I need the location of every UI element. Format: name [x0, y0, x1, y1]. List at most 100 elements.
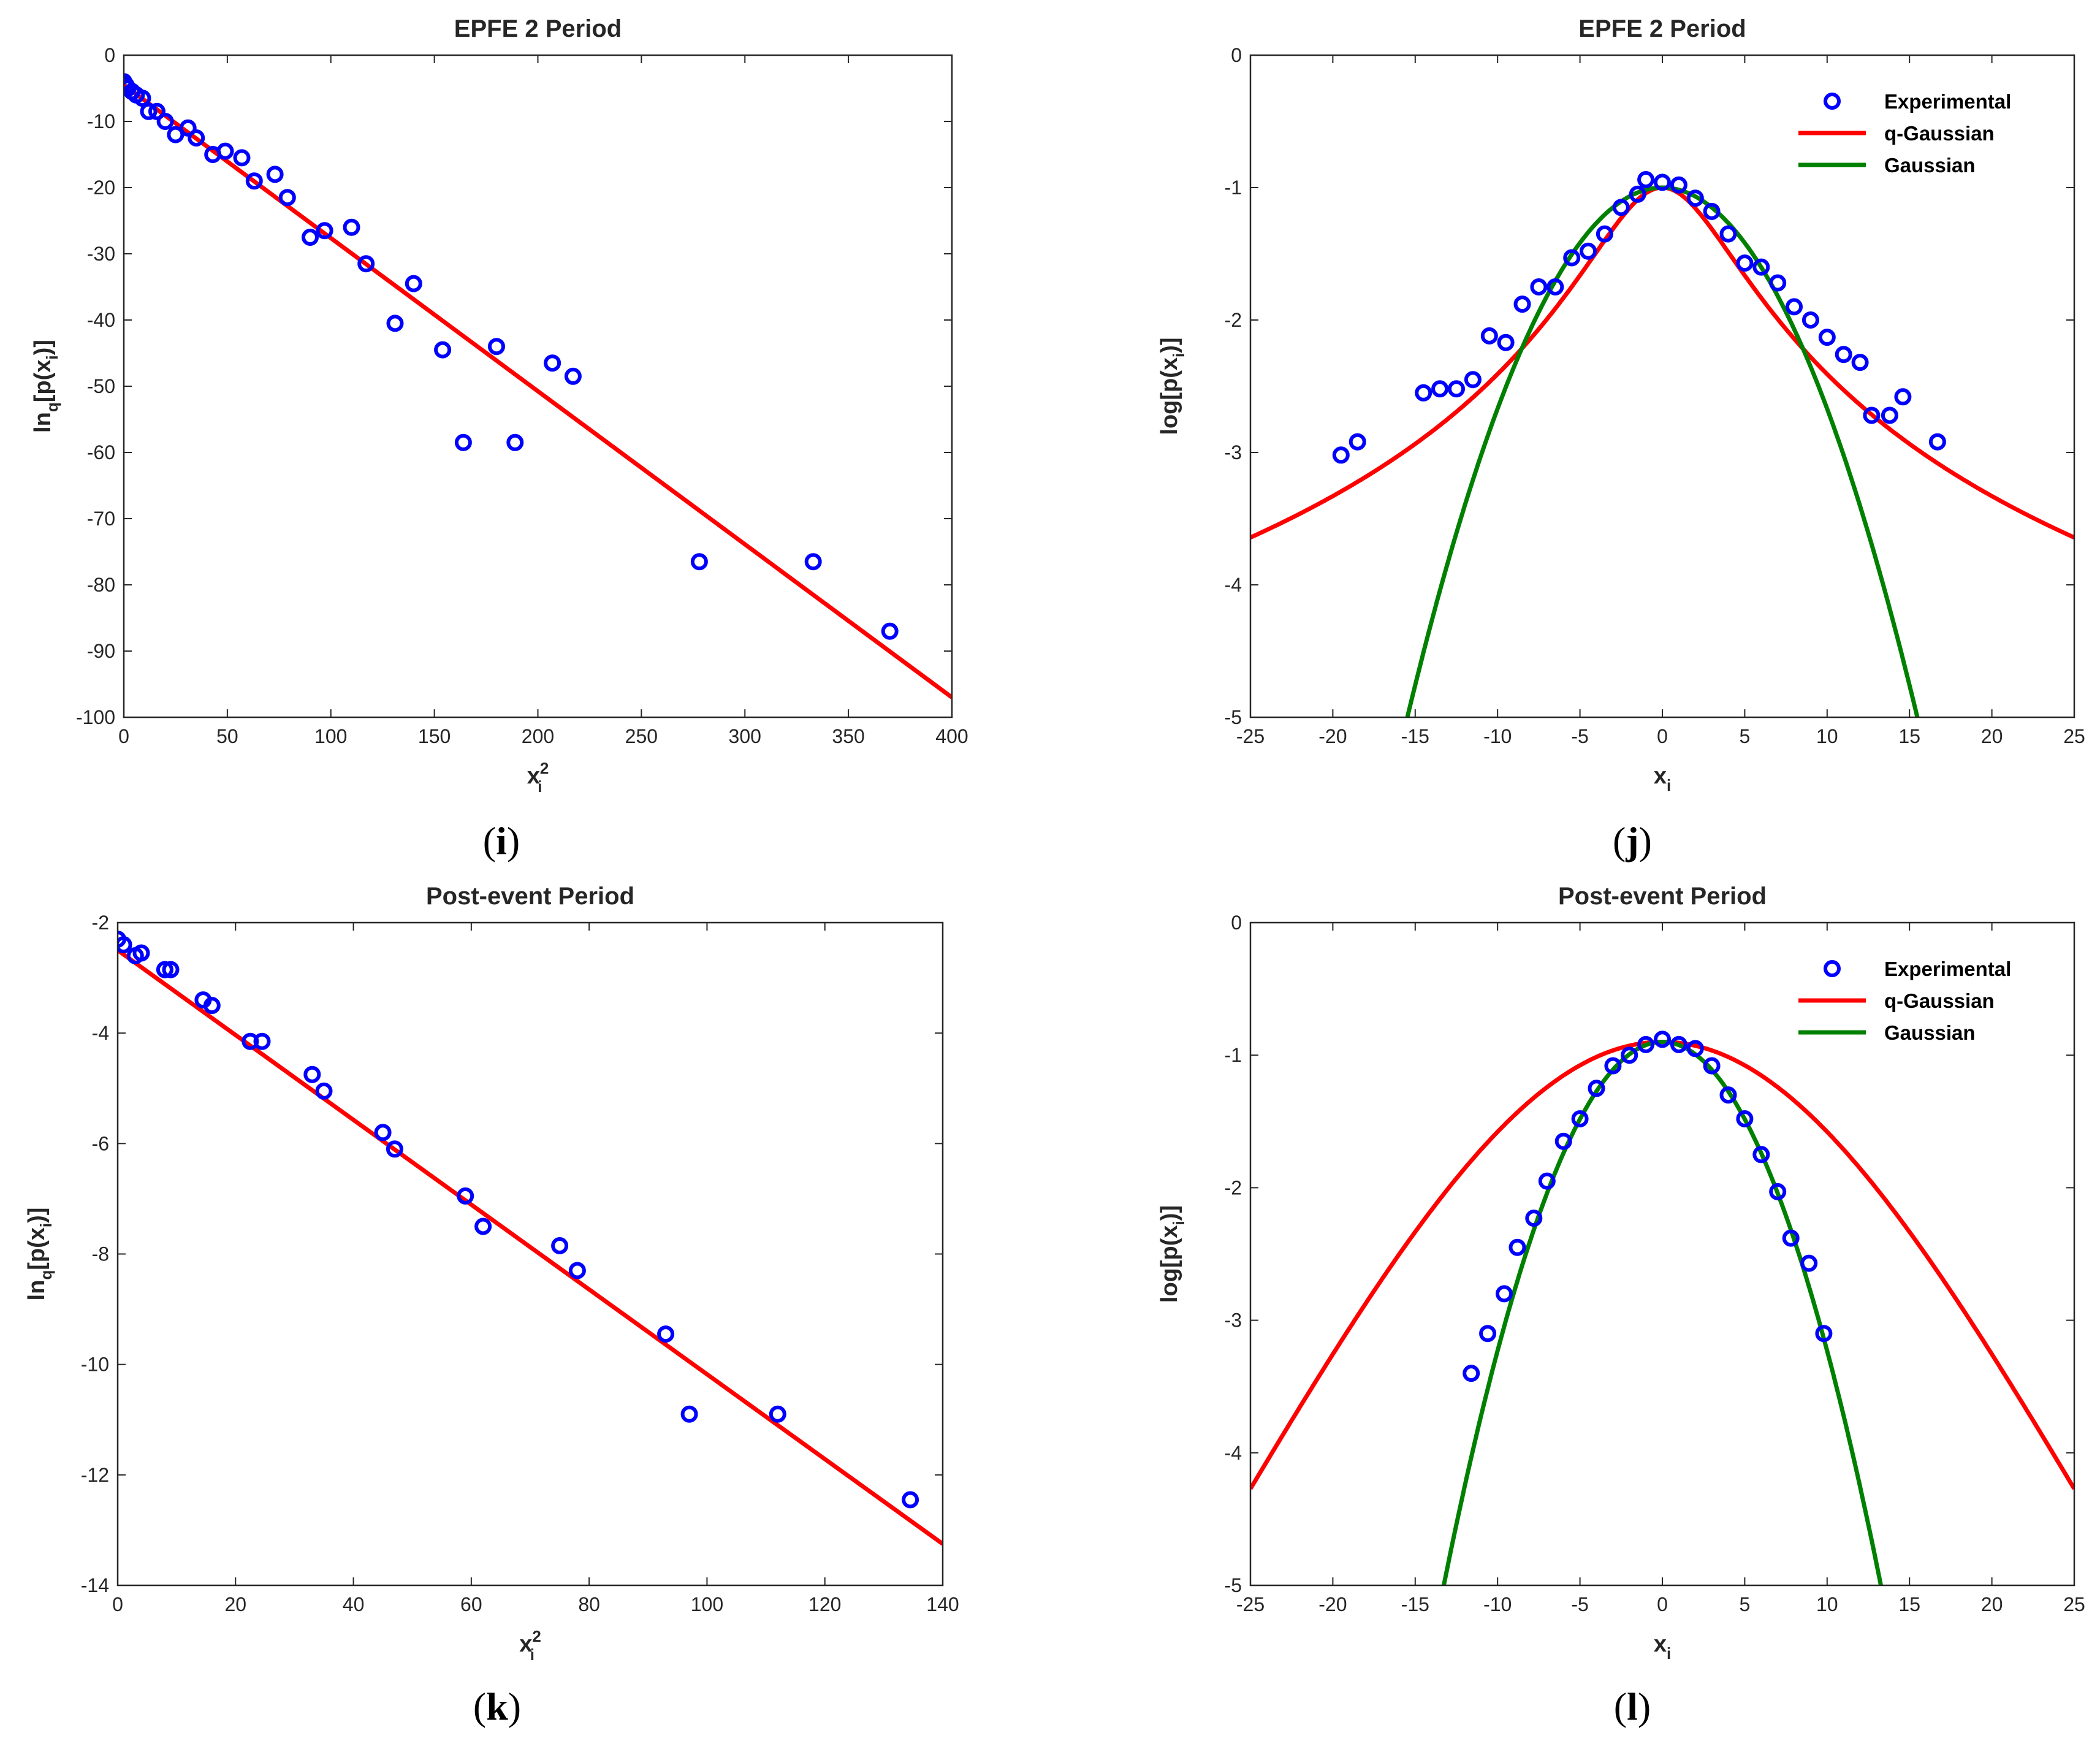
data-point	[1637, 171, 1655, 188]
x-tick-label: 120	[808, 1593, 841, 1615]
data-point	[564, 367, 582, 385]
y-tick-label: -5	[1225, 706, 1242, 728]
panel-l-experimental-markers	[1463, 1031, 1833, 1382]
data-point	[1530, 278, 1548, 295]
data-point	[454, 433, 472, 451]
data-point	[1496, 1285, 1513, 1303]
data-point	[1563, 249, 1581, 267]
data-point	[1670, 1035, 1687, 1053]
data-point	[1800, 1254, 1818, 1272]
y-tick-label: -2	[1225, 1176, 1242, 1199]
panel-k: Post-event Period 0 20 40 60 80 100 120 140 -14 -1…	[24, 883, 959, 1728]
panel-k-plot-area	[118, 931, 943, 1546]
panel-i-x-axis-label: x2 i	[527, 759, 549, 796]
data-point	[132, 944, 150, 962]
y-tick-label: -3	[1225, 1309, 1242, 1332]
x-tick-label: -10	[1483, 725, 1512, 747]
data-point	[118, 936, 132, 953]
data-point	[303, 1065, 321, 1083]
data-point	[1863, 406, 1881, 424]
data-point	[902, 1491, 919, 1509]
data-point	[1782, 1229, 1800, 1247]
data-point	[1928, 433, 1946, 451]
data-point	[134, 90, 151, 107]
data-point	[1670, 176, 1687, 194]
data-point	[1752, 258, 1770, 276]
x-tick-label: 0	[1657, 725, 1668, 747]
data-point	[434, 341, 452, 359]
panel-i-experimental-markers	[124, 73, 899, 640]
y-tick-label: -1	[1225, 177, 1242, 199]
data-point	[1431, 380, 1449, 398]
data-point	[506, 433, 524, 451]
data-point	[881, 622, 899, 640]
data-point	[1815, 1325, 1833, 1343]
panel-l: Post-event Period-25 -20 -15 -10 -5 0 5 10 15 20 2…	[1157, 883, 2085, 1728]
x-tick-label: 10	[1816, 1593, 1838, 1615]
panel-k-caption: (k)	[473, 1685, 521, 1728]
x-tick-label: -20	[1318, 1593, 1347, 1615]
panel-l-x-axis-label: xi	[1654, 1631, 1671, 1663]
data-point	[188, 129, 205, 147]
data-point	[1497, 333, 1515, 351]
data-point	[1508, 1238, 1526, 1256]
panel-k-x-axis-label: x2 i	[519, 1627, 541, 1664]
legend-experimental-label: Experimental	[1884, 90, 2011, 113]
panel-j: EPFE 2 Period-25 -20 -15 -10 -5 0 5 10 15 20 25-5-…	[1157, 15, 2085, 863]
panel-j-legend: Experimental q-Gaussian Gaussian	[1798, 90, 2011, 177]
data-point	[457, 1187, 474, 1205]
y-tick-label: 0	[1231, 44, 1242, 66]
data-point	[1736, 254, 1754, 272]
y-tick-label: -100	[76, 706, 115, 728]
y-tick-label: -10	[81, 1354, 109, 1376]
panel-l-plot-area	[1250, 1031, 2074, 1585]
data-point	[216, 142, 234, 160]
panel-i-plot-area	[124, 73, 952, 699]
data-point	[386, 1140, 403, 1158]
data-point	[1736, 1110, 1754, 1127]
panel-j-title: EPFE 2 Period	[1578, 15, 1746, 42]
y-tick-label: -3	[1225, 441, 1242, 463]
data-point	[657, 1325, 675, 1343]
data-point	[1588, 1080, 1605, 1097]
data-point	[1448, 380, 1465, 398]
data-point	[488, 338, 505, 356]
data-point	[1786, 298, 1803, 316]
x-tick-label: 20	[224, 1593, 246, 1615]
panel-k-y-axis-label: lnq[p(xi)]	[24, 1208, 55, 1301]
data-point	[374, 1124, 392, 1141]
y-tick-label: -4	[92, 1022, 109, 1044]
x-tick-label: 5	[1740, 725, 1751, 747]
data-point	[315, 1082, 333, 1100]
data-point	[266, 166, 284, 183]
data-point	[1604, 1057, 1622, 1075]
y-tick-label: -4	[1225, 574, 1242, 596]
x-tick-label: 140	[926, 1593, 959, 1615]
data-point	[544, 354, 561, 372]
x-tick-label: -15	[1401, 1593, 1429, 1615]
data-point	[245, 172, 263, 190]
x-tick-label: -15	[1401, 725, 1429, 747]
data-point	[1801, 311, 1819, 329]
panel-i: EPFE 2 Period 0 50 100 150 200 250 300 350 400 -10…	[30, 15, 968, 863]
y-tick-label: -40	[87, 309, 115, 331]
y-tick-label: -12	[81, 1464, 109, 1486]
x-tick-label: 15	[1898, 1593, 1920, 1615]
panel-j-caption: (j)	[1613, 819, 1652, 863]
x-tick-label: -5	[1571, 725, 1588, 747]
y-tick-label: -20	[87, 177, 115, 199]
data-point	[1464, 371, 1482, 389]
data-point	[1349, 433, 1366, 451]
data-point	[1480, 327, 1498, 345]
data-point	[302, 229, 319, 246]
data-point	[551, 1237, 569, 1254]
y-tick-label: -8	[92, 1243, 109, 1265]
data-point	[1525, 1210, 1543, 1227]
y-tick-label: -2	[1225, 309, 1242, 331]
data-point	[1894, 388, 1912, 406]
x-tick-label: 300	[729, 725, 761, 747]
y-tick-label: -50	[87, 375, 115, 397]
data-point	[1513, 295, 1531, 313]
x-tick-label: 40	[343, 1593, 365, 1615]
y-tick-label: -70	[87, 508, 115, 530]
